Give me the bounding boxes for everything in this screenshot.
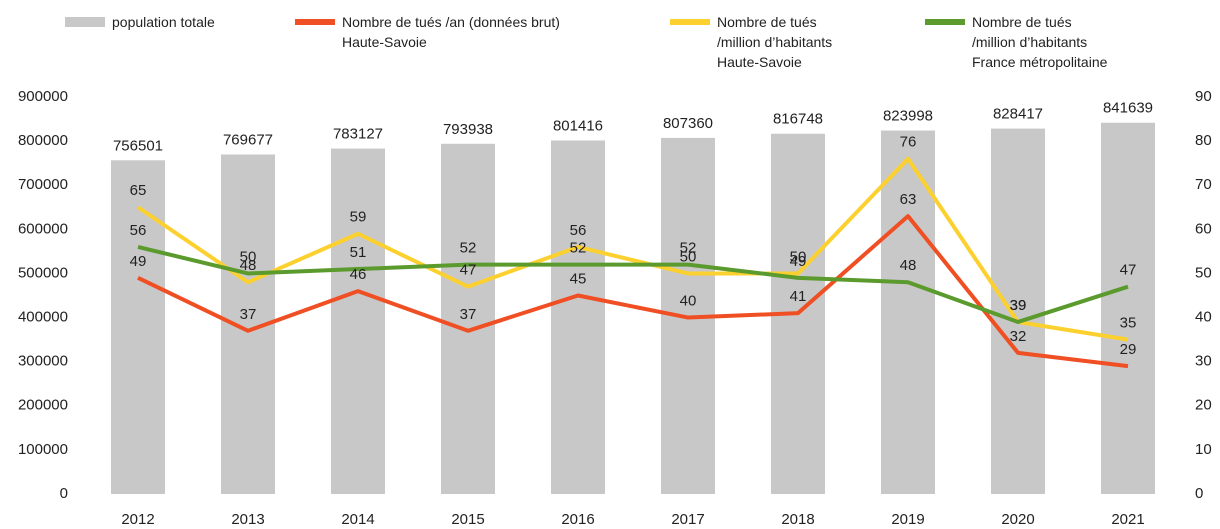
- y-tick-label: 400000: [18, 309, 68, 326]
- legend-swatch: [670, 19, 710, 25]
- data-label: 59: [350, 209, 367, 226]
- y-tick-label: 100000: [18, 441, 68, 458]
- bar: [331, 148, 385, 494]
- legend-swatch: [925, 19, 965, 25]
- x-tick-label: 2021: [1111, 511, 1144, 528]
- y-tick-label: 300000: [18, 353, 68, 370]
- x-tick-label: 2012: [121, 511, 154, 528]
- data-label: 39: [1010, 297, 1027, 314]
- data-label: 56: [130, 222, 147, 239]
- y2-tick-label: 30: [1195, 353, 1212, 370]
- data-label: 47: [460, 262, 477, 279]
- data-label: 37: [240, 306, 257, 323]
- data-label: 48: [900, 257, 917, 274]
- data-label: 41: [790, 288, 807, 305]
- y-tick-label: 200000: [18, 397, 68, 414]
- x-tick-label: 2013: [231, 511, 264, 528]
- y2-tick-label: 50: [1195, 264, 1212, 281]
- data-label: 48: [240, 257, 257, 274]
- data-label: 52: [570, 240, 587, 257]
- data-label: 816748: [773, 111, 823, 128]
- y-tick-label: 500000: [18, 264, 68, 281]
- data-label: 793938: [443, 121, 493, 138]
- legend-swatch: [295, 19, 335, 25]
- y-tick-label: 800000: [18, 132, 68, 149]
- data-label: 769677: [223, 131, 273, 148]
- data-label: 49: [130, 253, 147, 270]
- data-label: 47: [1120, 262, 1137, 279]
- data-label: 50: [680, 248, 697, 265]
- data-label: 37: [460, 306, 477, 323]
- x-tick-label: 2018: [781, 511, 814, 528]
- data-label: 807360: [663, 115, 713, 132]
- y2-tick-label: 40: [1195, 309, 1212, 326]
- data-label: 29: [1120, 341, 1137, 358]
- data-label: 32: [1010, 328, 1027, 345]
- bar: [881, 130, 935, 494]
- line: [136, 156, 1129, 342]
- y2-tick-label: 0: [1195, 485, 1203, 502]
- data-label: 63: [900, 191, 917, 208]
- data-label: 50: [240, 248, 257, 265]
- data-label: 51: [350, 244, 367, 261]
- data-label: 50: [790, 248, 807, 265]
- x-tick-label: 2015: [451, 511, 484, 528]
- data-label: 39: [1010, 297, 1027, 314]
- data-label: 52: [460, 240, 477, 257]
- data-label: 76: [900, 134, 917, 151]
- bar: [1101, 122, 1155, 494]
- legend-label: Nombre de tués /million d’habitants Fran…: [972, 14, 1108, 70]
- line: [137, 214, 1129, 369]
- y2-tick-label: 60: [1195, 220, 1212, 237]
- x-tick-label: 2016: [561, 511, 594, 528]
- legend-swatch: [65, 17, 105, 27]
- y2-tick-label: 80: [1195, 132, 1212, 149]
- line: [137, 245, 1129, 324]
- data-label: 801416: [553, 117, 603, 134]
- x-tick-label: 2019: [891, 511, 924, 528]
- bar: [551, 140, 605, 494]
- y2-tick-label: 70: [1195, 176, 1212, 193]
- x-tick-label: 2017: [671, 511, 704, 528]
- bar: [111, 160, 165, 494]
- data-label: 49: [790, 253, 807, 270]
- legend-label: population totale: [112, 14, 215, 30]
- x-tick-label: 2020: [1001, 511, 1034, 528]
- data-label: 841639: [1103, 100, 1153, 117]
- data-label: 56: [570, 222, 587, 239]
- y2-tick-label: 90: [1195, 88, 1212, 105]
- y2-tick-label: 20: [1195, 397, 1212, 414]
- data-label: 828417: [993, 106, 1043, 123]
- data-label: 46: [350, 266, 367, 283]
- data-label: 783127: [333, 126, 383, 143]
- y-tick-label: 0: [60, 485, 68, 502]
- y-tick-label: 700000: [18, 176, 68, 193]
- data-label: 40: [680, 293, 697, 310]
- y2-tick-label: 10: [1195, 441, 1212, 458]
- y-tick-label: 900000: [18, 88, 68, 105]
- y-tick-label: 600000: [18, 220, 68, 237]
- data-label: 65: [130, 182, 147, 199]
- data-label: 52: [680, 240, 697, 257]
- data-label: 823998: [883, 107, 933, 124]
- data-label: 45: [570, 270, 587, 287]
- legend-label: Nombre de tués /million d’habitants Haut…: [717, 14, 833, 70]
- bar: [991, 128, 1045, 494]
- legend-label: Nombre de tués /an (données brut) Haute-…: [342, 14, 560, 50]
- data-label: 756501: [113, 137, 163, 154]
- x-tick-label: 2014: [341, 511, 374, 528]
- data-label: 35: [1120, 315, 1137, 332]
- bar: [441, 143, 495, 494]
